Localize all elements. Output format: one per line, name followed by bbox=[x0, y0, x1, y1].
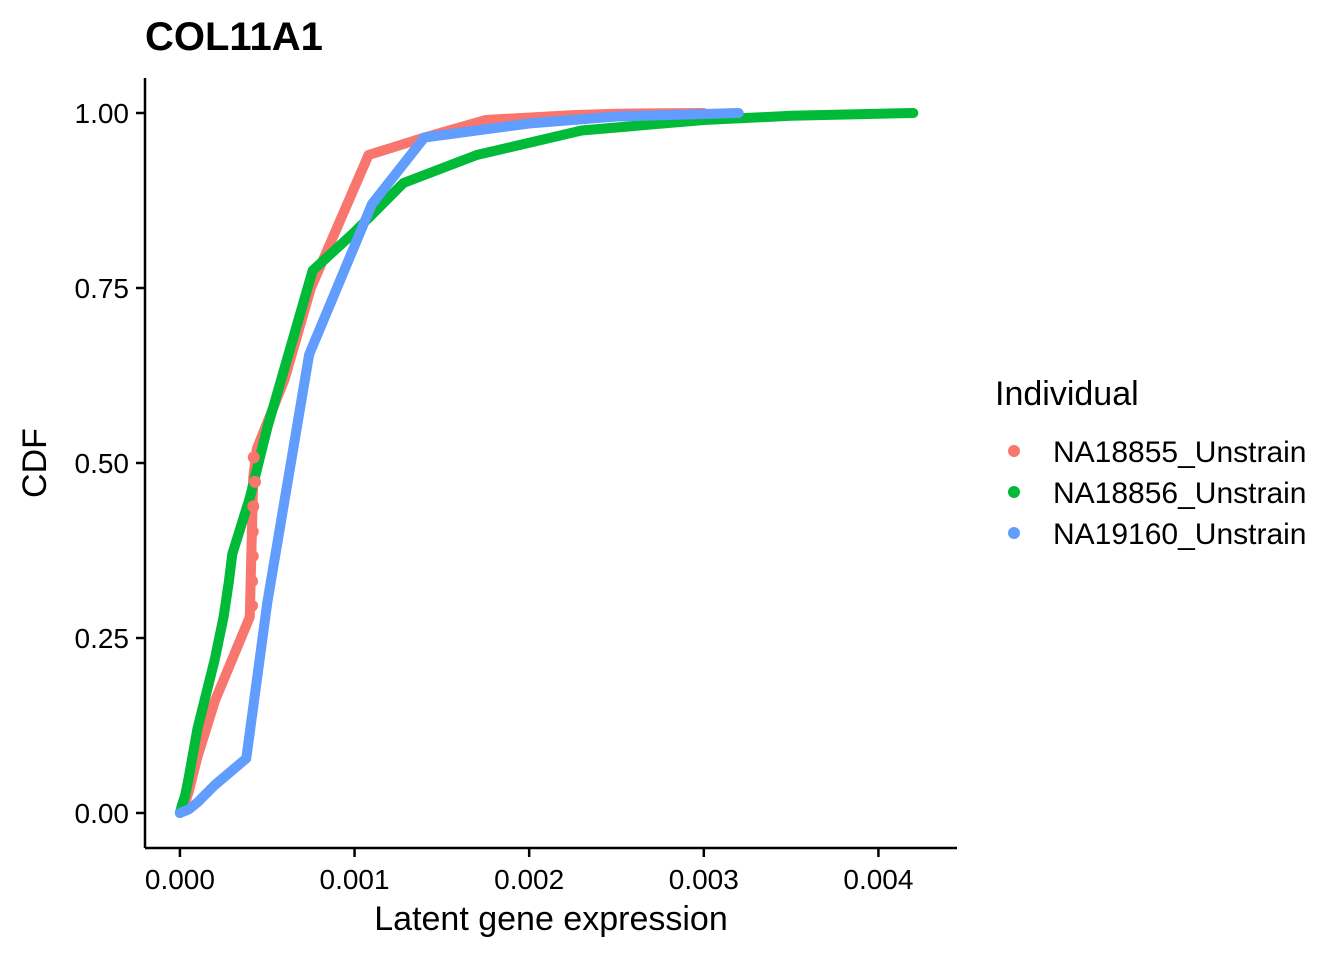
legend-label-0: NA18855_Unstrain bbox=[1053, 436, 1307, 469]
y-tick-label: 0.25 bbox=[75, 623, 130, 654]
data-point-6 bbox=[247, 451, 260, 464]
chart-title: COL11A1 bbox=[145, 15, 323, 59]
y-tick-label: 0.75 bbox=[75, 273, 130, 304]
x-axis-title: Latent gene expression bbox=[374, 900, 727, 938]
x-tick-label: 0.001 bbox=[320, 864, 390, 895]
data-point-0 bbox=[246, 599, 259, 612]
y-axis-ticks: 0.00 0.25 0.50 0.75 1.00 bbox=[75, 98, 145, 829]
data-point-1 bbox=[246, 575, 259, 588]
data-point-4 bbox=[247, 500, 260, 513]
legend-key-1 bbox=[1008, 486, 1020, 498]
series-line-na19160-unstrain bbox=[174, 108, 744, 818]
plot-points-group bbox=[246, 451, 262, 612]
x-tick-label: 0.004 bbox=[843, 864, 913, 895]
x-axis-ticks: 0.000 0.001 0.002 0.003 0.004 bbox=[145, 848, 913, 895]
y-axis-title: CDF bbox=[16, 428, 54, 498]
legend-title: Individual bbox=[995, 375, 1139, 413]
data-point-2 bbox=[246, 550, 259, 563]
x-tick-label: 0.003 bbox=[669, 864, 739, 895]
series-line-na18856-unstrain bbox=[174, 108, 919, 818]
legend: Individual NA18855_Unstrain NA18856_Unstr… bbox=[995, 375, 1307, 551]
legend-items: NA18855_Unstrain NA18856_Unstrain NA19160_… bbox=[1008, 436, 1307, 551]
plot-series-group bbox=[174, 108, 919, 818]
y-tick-label: 0.00 bbox=[75, 798, 130, 829]
x-tick-label: 0.002 bbox=[494, 864, 564, 895]
legend-label-2: NA19160_Unstrain bbox=[1053, 518, 1307, 551]
legend-key-2 bbox=[1008, 527, 1020, 539]
y-tick-label: 0.50 bbox=[75, 448, 130, 479]
data-point-5 bbox=[249, 475, 262, 488]
y-tick-label: 1.00 bbox=[75, 98, 130, 129]
x-tick-label: 0.000 bbox=[145, 864, 215, 895]
data-point-3 bbox=[246, 525, 259, 538]
legend-label-1: NA18856_Unstrain bbox=[1053, 477, 1307, 510]
legend-key-0 bbox=[1008, 445, 1020, 457]
